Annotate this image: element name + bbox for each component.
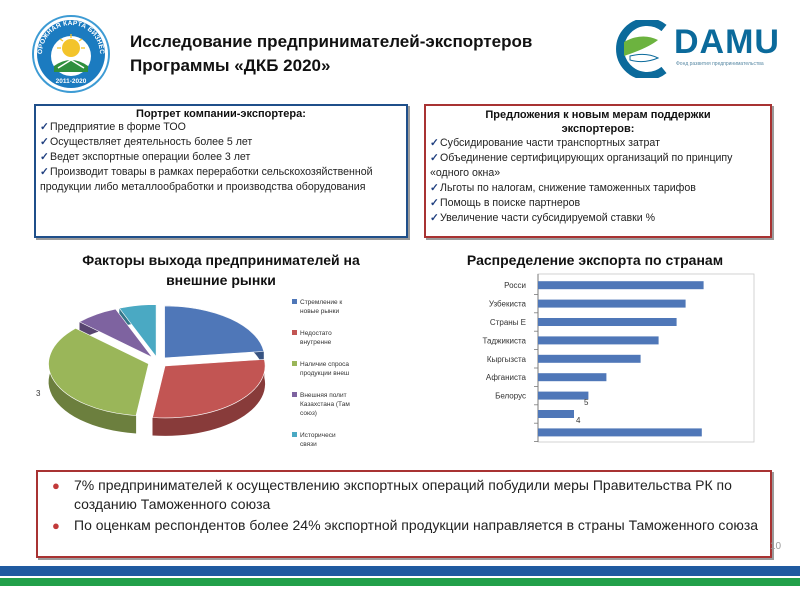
damu-emblem-icon: [616, 20, 667, 78]
list-item-text: Объединение сертифицирующих организаций …: [430, 152, 733, 179]
support-proposals-box: Предложения к новым мерам поддержки эксп…: [424, 104, 772, 238]
exporter-portrait-title: Портрет компании-экспортера:: [136, 108, 306, 120]
pie-legend-swatch: [292, 299, 297, 304]
list-item: ✓Помощь в поиске партнеров: [430, 196, 766, 211]
list-item: ● 7% предпринимателей к осуществлению экс…: [52, 476, 762, 514]
bar: [538, 373, 607, 382]
bar: [538, 336, 659, 345]
page-number: 10: [770, 541, 782, 552]
bar-value-label: 4: [576, 416, 581, 425]
checkmark-icon: ✓: [430, 152, 439, 164]
list-item: ✓Предприятие в форме ТОО: [40, 120, 402, 135]
conclusions-box: ● 7% предпринимателей к осуществлению экс…: [36, 470, 772, 558]
bar: [538, 281, 704, 290]
bar-category-label: Белорус: [495, 392, 526, 401]
damu-logo-text: DAMU: [674, 23, 780, 61]
list-item-text: По оценкам респондентов более 24% экспор…: [74, 517, 759, 533]
bar: [538, 354, 641, 363]
bar-value-label: 5: [584, 398, 589, 407]
support-proposals-title: Предложения к новым мерам поддержки эксп…: [430, 108, 766, 136]
list-item: ✓Льготы по налогам, снижение таможенных …: [430, 181, 766, 196]
checkmark-icon: ✓: [430, 182, 439, 194]
pie-legend-label: Стремление к новые рынки: [300, 299, 342, 315]
bar: [538, 318, 677, 326]
page-title-line-1: Исследование предпринимателей-экспортеро…: [130, 32, 533, 51]
pie-outer-label: 3: [36, 389, 41, 398]
export-factors-pie-chart: Стремление к новые рынки Недостато внутренн…: [36, 299, 350, 448]
support-proposals-list: ✓Субсидирование части транспортных затра…: [430, 136, 766, 226]
list-item: ✓Производит товары в рамках переработки …: [40, 165, 402, 195]
list-item: ● По оценкам респондентов более 24% экспо…: [52, 516, 762, 535]
pie-slice: [164, 305, 265, 359]
damu-logo: DAMU Фонд развития предпринимательства: [612, 18, 794, 82]
list-item-text: Увеличение части субсидируемой ставки %: [440, 212, 656, 224]
export-by-country-bar-chart: Росси Узбекиста Страны Е Таджикиста Кыргызст…: [483, 273, 755, 443]
list-item-text: Ведет экспортные операции более 3 лет: [50, 151, 251, 163]
checkmark-icon: ✓: [40, 151, 49, 163]
pie-slice: [152, 359, 266, 419]
list-item-text: Субсидирование части транспортных затрат: [440, 137, 660, 149]
bar-category-label: Таджикиста: [483, 336, 527, 345]
support-proposals-title-line-2: экспортеров:: [561, 123, 635, 135]
list-item: ✓Осуществляет деятельность более 5 лет: [40, 135, 402, 150]
support-proposals-title-line-1: Предложения к новым мерам поддержки: [485, 109, 711, 121]
bar: [538, 299, 686, 308]
roadmap-logo-years: 2011-2020: [56, 78, 87, 85]
pie-chart-title: Факторы выхода предпринимателей на внешн…: [36, 250, 406, 290]
exporter-portrait-box: Портрет компании-экспортера: ✓Предприяти…: [34, 104, 408, 238]
damu-logo-subtitle: Фонд развития предпринимательства: [676, 61, 764, 67]
bar-category-label: Афганиста: [486, 373, 527, 382]
pie-legend-label: Историчеси связи: [300, 432, 336, 448]
conclusions-list: ● 7% предпринимателей к осуществлению экс…: [52, 476, 762, 535]
pie-chart-title-line-2: внешние рынки: [166, 272, 276, 288]
pie-legend-label: Недостато внутренне: [300, 330, 332, 346]
list-item-text: Предприятие в форме ТОО: [50, 121, 186, 133]
pie-slice-side: [152, 359, 266, 436]
pie-slice: [78, 308, 153, 358]
footer-stripe-green: [0, 578, 800, 586]
pie-legend-swatch: [292, 432, 297, 437]
exporter-portrait-list: ✓Предприятие в форме ТОО ✓Осуществляет д…: [40, 120, 402, 195]
page-title-line-2: Программы «ДКБ 2020»: [130, 56, 331, 75]
checkmark-icon: ✓: [430, 137, 439, 149]
bar-category-label: Росси: [504, 281, 526, 290]
checkmark-icon: ✓: [40, 166, 49, 178]
pie-legend-swatch: [292, 361, 297, 366]
pie-chart-title-line-1: Факторы выхода предпринимателей на: [82, 252, 360, 268]
list-item: ✓Объединение сертифицирующих организаций…: [430, 151, 766, 181]
pie-legend-swatch: [292, 392, 297, 397]
bar: [538, 391, 589, 400]
bar: [538, 428, 702, 437]
list-item-text: Производит товары в рамках переработки с…: [40, 166, 373, 193]
bullet-icon: ●: [52, 518, 60, 533]
list-item-text: Льготы по налогам, снижение таможенных т…: [440, 182, 696, 194]
pie-slice: [118, 304, 157, 358]
checkmark-icon: ✓: [430, 212, 439, 224]
page-title: Исследование предпринимателей-экспортеро…: [130, 30, 610, 78]
bar-category-label: Узбекиста: [489, 300, 527, 309]
list-item: ✓Ведет экспортные операции более 3 лет: [40, 150, 402, 165]
bar-chart-title: Распределение экспорта по странам: [466, 252, 724, 268]
checkmark-icon: ✓: [40, 121, 49, 133]
list-item-text: Помощь в поиске партнеров: [440, 197, 581, 209]
bar-category-label: Кыргызста: [487, 355, 527, 364]
checkmark-icon: ✓: [430, 197, 439, 209]
bar: [538, 410, 574, 418]
list-item: ✓Увеличение части субсидируемой ставки %: [430, 211, 766, 226]
bullet-icon: ●: [52, 478, 60, 493]
pie-slice-side: [48, 328, 137, 434]
list-item-text: 7% предпринимателей к осуществлению эксп…: [74, 477, 732, 512]
bar-category-label: Страны Е: [490, 318, 526, 327]
footer-stripe-blue: [0, 566, 800, 576]
pie-legend-label: Наличие спроса продукции внеш: [300, 361, 349, 377]
roadmap-logo: ДОРОЖНАЯ КАРТА БИЗНЕСА 2011-2020: [28, 3, 112, 96]
checkmark-icon: ✓: [40, 136, 49, 148]
pie-legend-swatch: [292, 330, 297, 335]
pie-legend-label: Внешняя полит Казахстана (Там союз): [300, 392, 350, 417]
pie-slice: [48, 327, 149, 416]
list-item-text: Осуществляет деятельность более 5 лет: [50, 136, 253, 148]
list-item: ✓Субсидирование части транспортных затра…: [430, 136, 766, 151]
